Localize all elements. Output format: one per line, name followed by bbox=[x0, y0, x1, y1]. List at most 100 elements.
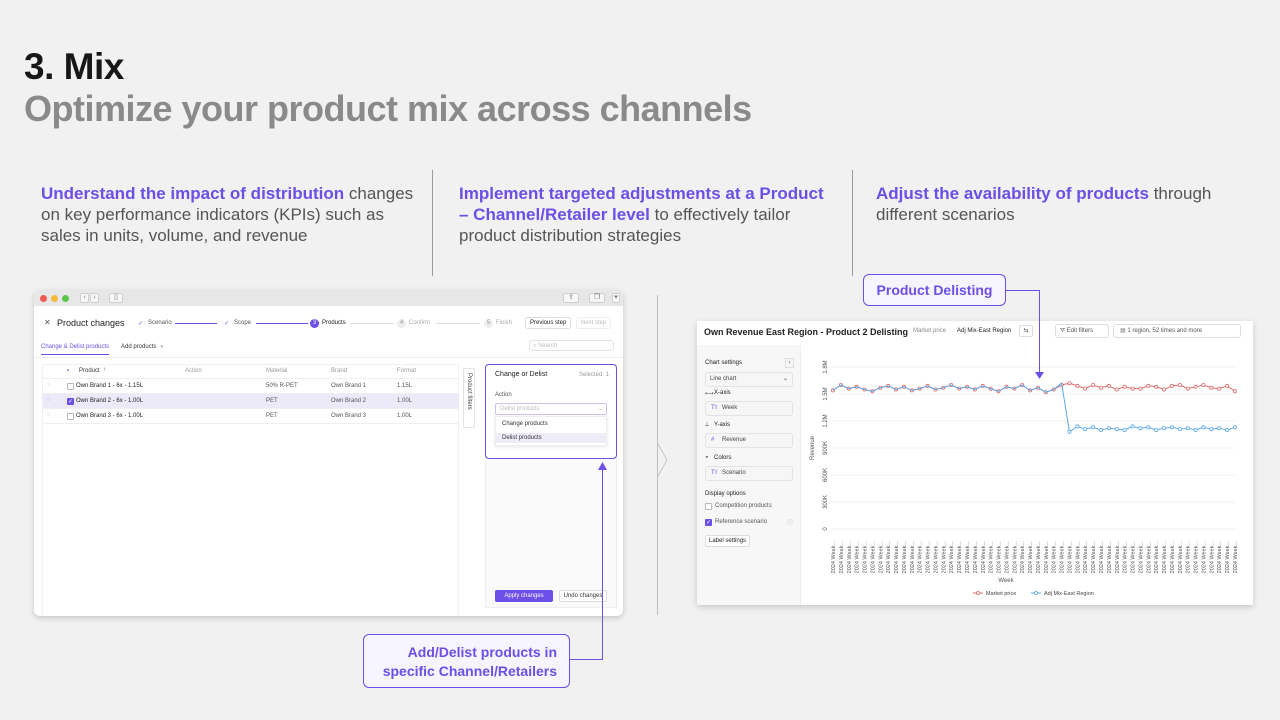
col-material: Material bbox=[266, 368, 288, 374]
brand: Own Brand 3 bbox=[331, 413, 367, 419]
format: 1.00L bbox=[397, 398, 413, 404]
data-point bbox=[1162, 426, 1167, 431]
data-point bbox=[1209, 385, 1214, 390]
x-tick-label: 2024 Week... bbox=[1131, 541, 1137, 574]
chart-type-select[interactable]: Line chart ⌄ bbox=[705, 372, 793, 387]
x-tick-label: 2024 Week... bbox=[926, 541, 932, 574]
action-select[interactable]: Delist products ⌄ bbox=[495, 403, 607, 415]
col-product[interactable]: Product bbox=[79, 368, 100, 374]
check-icon: ✓ bbox=[224, 321, 230, 327]
share-icon[interactable]: ⇪ bbox=[563, 293, 579, 303]
y-axis-field[interactable]: # Revenue bbox=[705, 433, 793, 448]
step-scope[interactable]: Scope bbox=[234, 320, 252, 326]
column-1: Understand the impact of distribution ch… bbox=[41, 183, 416, 246]
data-point bbox=[1130, 424, 1135, 429]
x-tick-label: 2024 Week... bbox=[1099, 541, 1105, 574]
table-header: ▪ Product ↑ Action Material Brand Format bbox=[42, 364, 459, 379]
data-point bbox=[1217, 426, 1222, 431]
x-tick-label: 2024 Week... bbox=[1052, 541, 1058, 574]
table-row[interactable]: ◌ ✓ Own Brand 2 - 6x - 1.00L PET Own Bra… bbox=[42, 394, 459, 409]
sort-asc-icon[interactable]: ↑ bbox=[103, 367, 106, 373]
table-row[interactable]: ◌ Own Brand 1 - 6x - 1.15L 50% R-PET Own… bbox=[42, 379, 459, 394]
x-tick-label: 2024 Week... bbox=[1036, 541, 1042, 574]
data-point bbox=[1146, 383, 1151, 388]
data-point bbox=[1122, 428, 1127, 433]
colors-icon: ◓ bbox=[705, 455, 709, 461]
search-input[interactable]: ⌕ Search bbox=[529, 340, 614, 351]
row-indicator-icon: ◌ bbox=[47, 382, 51, 388]
step-scenario[interactable]: Scenario bbox=[148, 320, 172, 326]
apply-changes-button[interactable]: Apply changes bbox=[495, 590, 553, 602]
step-products[interactable]: Products bbox=[322, 320, 346, 326]
y-tick-label: 1.2M bbox=[823, 414, 829, 427]
chevron-right-icon[interactable]: › bbox=[785, 358, 794, 368]
x-tick-label: 2024 Week... bbox=[1044, 541, 1050, 574]
competition-checkbox[interactable] bbox=[705, 503, 712, 510]
step-line bbox=[436, 323, 480, 324]
product-filters-tab[interactable]: Product filters bbox=[463, 368, 475, 428]
tabs-icon[interactable]: ❐ bbox=[589, 293, 605, 303]
swap-icon[interactable]: ⇆ bbox=[1019, 325, 1033, 337]
filter-summary-select[interactable]: ▦ 1 region, 52 times and more bbox=[1113, 324, 1241, 338]
callout-line bbox=[1006, 290, 1040, 291]
column-3-highlight: Adjust the availability of products bbox=[876, 184, 1149, 203]
x-tick-label: 2024 Week... bbox=[1170, 541, 1176, 574]
row-checkbox[interactable] bbox=[67, 413, 74, 420]
x-axis-field[interactable]: Tт Week bbox=[705, 401, 793, 416]
data-point bbox=[1232, 389, 1237, 394]
step-finish[interactable]: Finish bbox=[496, 320, 513, 326]
dropdown-icon[interactable]: ▾ bbox=[612, 293, 620, 303]
colors-field[interactable]: Tт Scenario bbox=[705, 466, 793, 481]
row-checkbox[interactable] bbox=[67, 383, 74, 390]
filter-icon: ⛛ bbox=[1060, 328, 1067, 334]
data-point bbox=[1091, 383, 1096, 388]
step-confirm[interactable]: Confirm bbox=[409, 320, 431, 326]
step-number-4: 4 bbox=[397, 319, 406, 328]
x-tick-label: 2024 Week... bbox=[1020, 541, 1026, 574]
text-type-icon: Tт bbox=[711, 470, 718, 476]
x-tick-label: 2024 Week... bbox=[1178, 541, 1184, 574]
reference-checkbox[interactable]: ✓ bbox=[705, 519, 712, 526]
minimize-dot[interactable] bbox=[51, 295, 58, 302]
col-format: Format bbox=[397, 368, 417, 374]
sidebar-icon[interactable]: ▯ bbox=[109, 293, 123, 303]
x-tick-label: 2024 Week... bbox=[941, 541, 947, 574]
option-delist-products[interactable]: Delist products bbox=[496, 433, 606, 443]
check-icon: ✓ bbox=[138, 321, 144, 327]
data-point bbox=[1067, 381, 1072, 386]
close-icon[interactable]: ✕ bbox=[44, 318, 51, 327]
x-tick-label: 2024 Week... bbox=[1107, 541, 1113, 574]
next-step-button[interactable]: Next step bbox=[576, 317, 612, 329]
change-delist-card: Change or Delist Selected: 1 Action Deli… bbox=[485, 364, 617, 459]
label-settings-button[interactable]: Label settings bbox=[705, 535, 751, 547]
undo-changes-button[interactable]: Undo changes bbox=[559, 590, 607, 602]
number-type-icon: # bbox=[711, 437, 715, 443]
text-type-icon: Tт bbox=[711, 405, 718, 411]
x-tick-label: 2024 Week... bbox=[1209, 541, 1215, 574]
tab-change-delist[interactable]: Change & Delist products bbox=[41, 344, 110, 355]
data-point bbox=[1091, 425, 1096, 430]
callout-line bbox=[602, 470, 603, 660]
product-name: Own Brand 3 - 6x - 1.00L bbox=[76, 413, 144, 419]
y-axis-icon: ⟂ bbox=[705, 422, 710, 428]
maximize-dot[interactable] bbox=[62, 295, 69, 302]
row-checkbox-checked[interactable]: ✓ bbox=[67, 398, 74, 405]
data-point bbox=[1106, 426, 1111, 431]
previous-step-button[interactable]: Previous step bbox=[525, 317, 572, 329]
edit-filters-button[interactable]: ⛛ Edit filters bbox=[1055, 324, 1109, 338]
tag-adj-mix: Adj Mix-East Region bbox=[957, 328, 1012, 334]
callout-line bbox=[570, 659, 603, 660]
forward-icon[interactable]: › bbox=[90, 293, 99, 303]
x-tick-label: 2024 Week... bbox=[1146, 541, 1152, 574]
option-change-products[interactable]: Change products bbox=[502, 421, 548, 427]
step-line bbox=[175, 323, 217, 324]
product-name: Own Brand 1 - 6x - 1.15L bbox=[76, 383, 144, 389]
close-dot[interactable] bbox=[40, 295, 47, 302]
card-title: Change or Delist bbox=[495, 371, 548, 378]
tab-add-products[interactable]: Add products bbox=[121, 344, 157, 350]
table-row[interactable]: ◌ Own Brand 3 - 6x - 1.00L PET Own Brand… bbox=[42, 409, 459, 424]
header-checkbox-indicator[interactable]: ▪ bbox=[67, 368, 70, 374]
data-point bbox=[1098, 385, 1103, 390]
x-tick-label: 2024 Week... bbox=[981, 541, 987, 574]
back-icon[interactable]: ‹ bbox=[80, 293, 89, 303]
